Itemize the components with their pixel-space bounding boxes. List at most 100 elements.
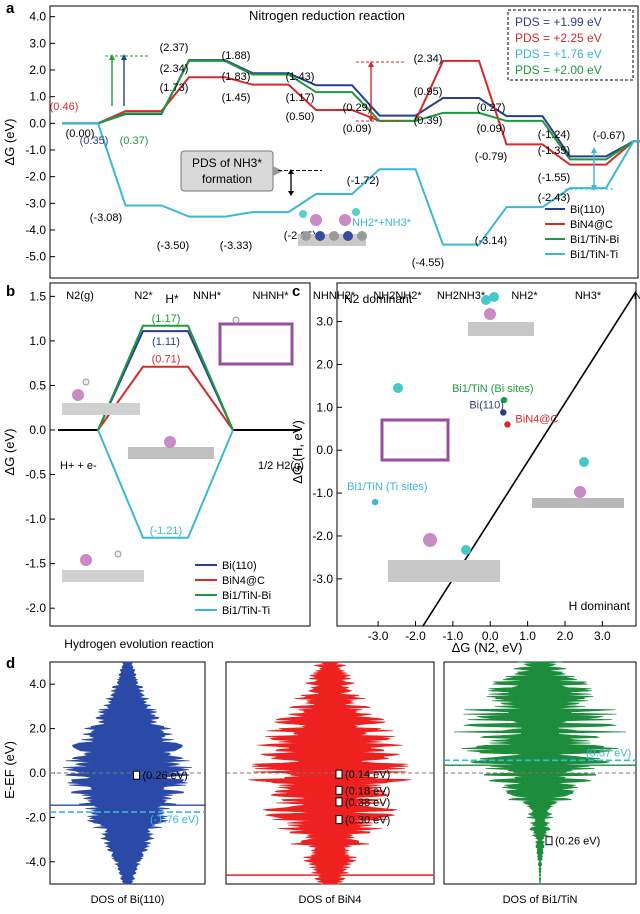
panel-letter-d: d	[6, 655, 15, 672]
n2-molecule	[481, 295, 491, 305]
x-tick-label-a: N2(g)	[66, 290, 94, 302]
value-label-a: (0.09)	[477, 123, 506, 135]
species-label-nh2-nh3: NH2*+NH3*	[352, 217, 412, 229]
value-labels-b: (1.17) (1.11) (0.71) (-1.21)	[150, 313, 182, 537]
x-tick-label-c: -2.0	[405, 629, 426, 643]
y-tick-label-d: -2.0	[25, 810, 46, 824]
y-axis-label-b: ΔG (eV)	[2, 429, 17, 476]
y-tick-label-a: -1.0	[25, 143, 46, 157]
y-tick-label-c: 3.0	[316, 315, 333, 329]
atom	[357, 231, 367, 241]
bi-lattice	[218, 322, 294, 366]
arrow-up-black	[288, 169, 294, 174]
point-label: Bi1/TiN (Bi sites)	[452, 383, 534, 395]
panel-d-dos: d E-EF (eV) 4.0 2.0 0.0 -2.0 -4.0 (-1.76 eV) (…	[2, 655, 637, 906]
gap-marker	[133, 770, 140, 780]
value-label-a: (0.09)	[343, 123, 372, 135]
value-label-a: (-2.43)	[538, 192, 570, 204]
gap-marker	[545, 836, 553, 846]
legend-label-b: Bi1/TiN-Ti	[222, 605, 270, 617]
arrow-down-black	[288, 191, 294, 196]
n-atom	[352, 208, 360, 216]
panel-c-scatter: c ΔG (H, eV) ΔG (N2, eV) -3.0 -2.0 -1.0 0.0…	[290, 282, 637, 655]
value-label-a: (-1.35)	[538, 145, 570, 157]
value-label-a: (0.00)	[66, 128, 95, 140]
y-tick-label-a: 0.0	[29, 116, 46, 130]
scatter-point	[500, 396, 508, 404]
x-tick-label-a: NH3(g)	[634, 290, 640, 302]
legend-label-b: Bi1/TiN-Bi	[222, 590, 271, 602]
value-label-a: (-0.67)	[593, 130, 625, 142]
bi-atom	[310, 214, 322, 226]
slab	[62, 570, 144, 582]
value-label-b: (-1.21)	[150, 525, 182, 537]
atom	[301, 231, 311, 241]
y-tick-label-b: -1.5	[25, 557, 46, 571]
value-label-a: (0.27)	[477, 102, 506, 114]
x-tick-label-c: 0.0	[482, 629, 499, 643]
structure-illustrations-c	[380, 292, 624, 582]
dos-panels: 4.0 2.0 0.0 -2.0 -4.0 (-1.76 eV) (0.26 eV) DOS …	[25, 661, 637, 906]
ticks-c: -3.0 -2.0 -1.0 0.0 1.0 2.0 3.0 3.0 2.0 1.0 0.0 -1.0…	[312, 315, 611, 643]
region-h-dominant: H dominant	[569, 599, 631, 613]
gap-marker	[335, 815, 343, 825]
atom	[315, 231, 325, 241]
n2-molecule	[579, 457, 589, 467]
panel-b-ddg-her: b ΔG (eV) 1.5 1.0 0.5 0.0 -0.5 -1.0 -1.5 -2.0 H…	[2, 282, 311, 651]
value-label-a: (2.34)	[160, 63, 189, 75]
legend-a: Bi(110) BiN4@C Bi1/TiN-Bi Bi1/TiN-Ti	[545, 204, 619, 261]
legend-label-b: BiN4@C	[222, 575, 265, 587]
series-line-b-1	[97, 365, 234, 431]
y-tick-label-c: 0.0	[316, 443, 333, 457]
gap-label: (0.14 eV)	[345, 769, 390, 781]
region-n2-dominant: N2 dominant	[344, 292, 413, 306]
arrowhead-blue	[121, 54, 127, 60]
point-label: BiN4@C	[515, 413, 558, 425]
value-label-b: (1.17)	[152, 313, 181, 325]
legend-label-b: Bi(110)	[222, 560, 257, 572]
arrowhead-red-down	[368, 116, 374, 122]
value-label-a: (-1.24)	[538, 129, 570, 141]
pds-bi1-tin-ti: PDS = +1.76 eV	[515, 47, 602, 61]
h-atom	[232, 316, 240, 324]
x-tick-label-a: NH2NH3*	[437, 290, 486, 302]
arrowhead-cyan-down	[591, 185, 597, 191]
value-label-a: (-0.79)	[475, 151, 507, 163]
legend-label-a: Bi(110)	[570, 204, 605, 216]
dos-fill	[248, 661, 412, 885]
pds-bin4c: PDS = +2.25 eV	[515, 31, 602, 45]
bi-atom	[339, 214, 351, 226]
panel-letter-c: c	[292, 283, 300, 300]
value-label-a: (-3.08)	[90, 212, 122, 224]
value-label-a: (0.95)	[414, 86, 443, 98]
arrowhead-red-up	[368, 61, 374, 67]
n-atom	[299, 210, 307, 218]
x-axis-label-c: ΔG (N2, eV)	[452, 640, 523, 655]
legend-label-a: BiN4@C	[570, 219, 613, 231]
x-tick-label-c: -1.0	[443, 629, 464, 643]
dashed-label: (0.57 eV)	[586, 747, 631, 759]
y-tick-label-b: 0.0	[29, 423, 46, 437]
value-label-a: (1.17)	[286, 92, 315, 104]
y-tick-label-c: 1.0	[316, 400, 333, 414]
value-label-b: (0.71)	[152, 354, 181, 366]
n2-molecule	[489, 292, 499, 302]
y-tick-label-a: 4.0	[29, 10, 46, 24]
n-atom	[461, 545, 471, 555]
dos-xlabel: DOS of Bi1/TiN	[503, 894, 578, 906]
value-label-a: (0.39)	[414, 115, 443, 127]
value-label-a: (-1.72)	[347, 175, 379, 187]
dos-panel-2: (0.57 eV) (0.26 eV) DOS of Bi1/TiN	[443, 661, 637, 906]
energy-profiles-b	[58, 324, 300, 539]
value-label-a: (1.73)	[160, 82, 189, 94]
bi-atom	[164, 436, 176, 448]
chart-title-b: Hydrogen evolution reaction	[64, 637, 213, 651]
x-tick-label-c: 2.0	[557, 629, 574, 643]
y-tick-label-c: -2.0	[312, 529, 333, 543]
y-tick-label-b: 1.5	[29, 289, 46, 303]
label-h-plus-e: H+ + e-	[60, 460, 97, 472]
h-atom	[82, 378, 90, 386]
y-tick-label-b: -2.0	[25, 601, 46, 615]
bi-atom	[484, 308, 496, 320]
atom	[329, 231, 339, 241]
